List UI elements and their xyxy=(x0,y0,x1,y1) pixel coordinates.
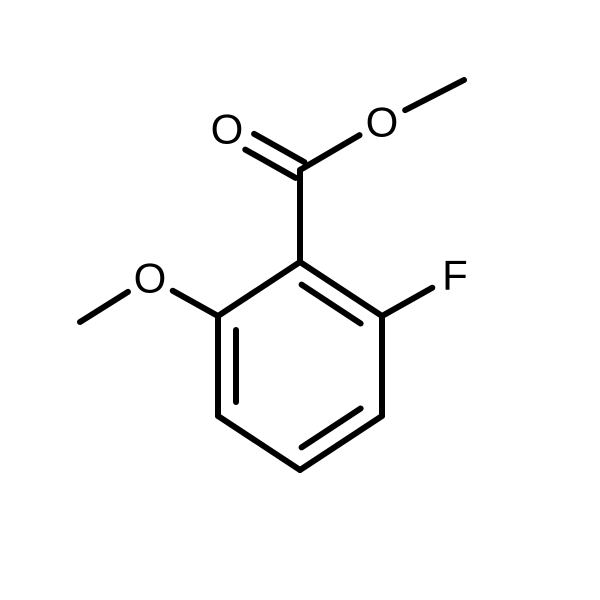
bond xyxy=(80,292,128,322)
bond xyxy=(302,409,361,448)
bond xyxy=(218,262,300,316)
bond xyxy=(302,285,361,324)
atom-label-o: O xyxy=(211,106,244,153)
atom-label-o: O xyxy=(366,99,399,146)
bond xyxy=(405,80,464,110)
bond xyxy=(382,288,432,316)
bond xyxy=(218,416,300,470)
atom-label-f: F xyxy=(442,252,468,299)
bond xyxy=(173,291,218,316)
molecule-diagram: O O F O xyxy=(0,0,600,600)
atom-label-o: O xyxy=(134,255,167,302)
bond xyxy=(300,135,360,170)
